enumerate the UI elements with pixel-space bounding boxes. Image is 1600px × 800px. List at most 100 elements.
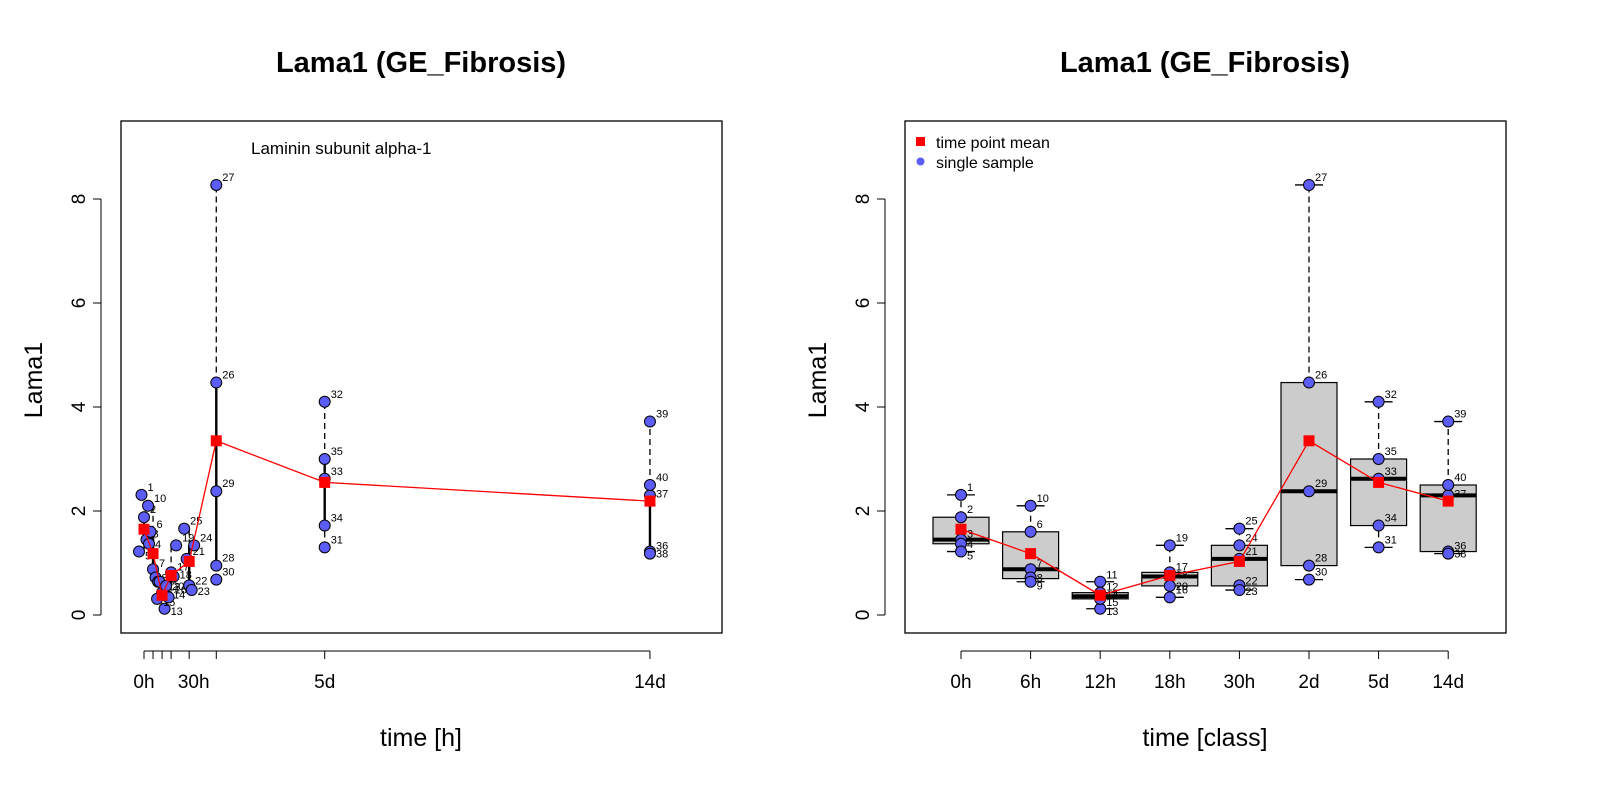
right-x-tick-label: 5d xyxy=(1368,672,1389,693)
left-sample-label: 32 xyxy=(331,389,343,401)
left-sample-label: 27 xyxy=(222,172,234,184)
right-sample-label: 8 xyxy=(1037,573,1043,585)
right-mean-marker xyxy=(955,523,967,535)
left-sample-label: 25 xyxy=(190,516,202,528)
right-x-tick-label: 0h xyxy=(950,672,971,693)
right-sample-label: 19 xyxy=(1176,532,1188,544)
right-sample-point xyxy=(1372,519,1385,532)
left-sample-point xyxy=(210,485,223,498)
right-box xyxy=(1349,458,1408,527)
left-sample-label: 29 xyxy=(222,478,234,490)
right-sample-point xyxy=(1094,575,1107,588)
left-sample-label: 33 xyxy=(331,466,343,478)
right-plot-frame xyxy=(904,120,1507,634)
left-sample-point xyxy=(178,522,191,535)
left-chart-title: Lama1 (GE_Fibrosis) xyxy=(276,47,566,79)
legend-mean-swatch xyxy=(916,137,925,146)
right-sample-point xyxy=(955,488,967,501)
left-mean-marker xyxy=(156,589,168,601)
right-sample-label: 39 xyxy=(1454,409,1466,421)
right-sample-label: 3 xyxy=(967,529,973,541)
right-sample-label: 23 xyxy=(1245,586,1257,598)
right-sample-point xyxy=(1442,415,1455,428)
left-x-tick-label: 14d xyxy=(634,672,666,693)
left-mean-marker xyxy=(165,569,177,581)
left-y-axis-label: Lama1 xyxy=(20,342,48,418)
left-y-tick-label: 4 xyxy=(69,401,90,412)
left-sample-label: 38 xyxy=(656,549,668,561)
right-sample-label: 31 xyxy=(1385,534,1397,546)
left-annotation: Laminin subunit alpha-1 xyxy=(251,139,432,158)
right-y-tick-label: 6 xyxy=(853,298,874,309)
right-sample-label: 11 xyxy=(1106,570,1117,582)
right-x-tick-label: 12h xyxy=(1084,672,1116,693)
right-sample-point xyxy=(1233,522,1246,535)
right-sample-point xyxy=(1303,559,1315,572)
left-y-tick-label: 0 xyxy=(69,610,90,621)
right-sample-label: 29 xyxy=(1315,478,1327,490)
left-sample-point xyxy=(318,519,331,532)
right-x-tick-label: 2d xyxy=(1298,672,1319,693)
right-sample-label: 10 xyxy=(1037,493,1049,505)
left-sample-label: 35 xyxy=(331,446,343,458)
right-mean-marker xyxy=(1373,476,1385,488)
right-sample-point xyxy=(1442,479,1455,491)
legend-sample-swatch xyxy=(916,157,925,166)
right-sample-label: 2 xyxy=(967,504,973,516)
right-sample-label: 36 xyxy=(1454,541,1466,553)
right-sample-point xyxy=(1233,539,1246,552)
right-sample-label: 17 xyxy=(1176,561,1188,573)
right-mean-marker xyxy=(1233,555,1245,567)
right-sample-label: 7 xyxy=(1037,558,1043,570)
right-sample-label: 30 xyxy=(1315,567,1327,579)
left-mean-marker xyxy=(183,555,195,567)
right-sample-point xyxy=(1094,602,1107,615)
right-sample-label: 4 xyxy=(967,539,973,551)
left-sample-label: 22 xyxy=(195,575,207,587)
left-sample-point xyxy=(643,415,656,428)
right-sample-label: 13 xyxy=(1106,606,1118,618)
left-mean-marker xyxy=(319,476,331,488)
right-sample-label: 28 xyxy=(1315,553,1327,565)
left-mean-line xyxy=(143,439,650,598)
right-sample-label: 22 xyxy=(1245,575,1257,587)
left-sample-point xyxy=(318,395,331,408)
left-sample-label: 37 xyxy=(656,488,668,500)
left-sample-point xyxy=(138,511,150,524)
right-sample-point xyxy=(1024,499,1037,512)
left-sample-label: 28 xyxy=(222,553,234,565)
left-x-axis-label: time [h] xyxy=(380,724,462,752)
right-sample-point xyxy=(1233,584,1246,597)
right-sample-label: 32 xyxy=(1385,389,1397,401)
left-sample-point xyxy=(185,584,198,597)
right-y-axis-label: Lama1 xyxy=(804,342,832,418)
right-sample-label: 26 xyxy=(1315,370,1327,382)
right-x-tick-label: 6h xyxy=(1020,672,1041,693)
right-y-tick-label: 8 xyxy=(853,194,874,205)
left-y-tick-label: 8 xyxy=(69,194,90,205)
left-sample-label: 34 xyxy=(331,513,343,525)
left-sample-label: 14 xyxy=(173,589,185,601)
right-mean-line xyxy=(960,439,1449,596)
right-sample-label: 9 xyxy=(1037,581,1043,593)
right-sample-label: 15 xyxy=(1106,597,1118,609)
right-sample-point xyxy=(1024,575,1037,588)
left-sample-label: 6 xyxy=(157,519,163,531)
left-y-tick-label: 2 xyxy=(69,506,90,517)
left-mean-marker xyxy=(138,523,150,535)
left-plot-frame xyxy=(120,120,723,634)
right-sample-label: 33 xyxy=(1385,466,1397,478)
left-sample-point xyxy=(318,453,331,465)
right-sample-label: 38 xyxy=(1454,549,1466,561)
left-sample-label: 40 xyxy=(656,472,668,484)
left-sample-point xyxy=(210,376,223,389)
left-sample-label: 39 xyxy=(656,409,668,421)
left-sample-label: 24 xyxy=(200,532,212,544)
right-sample-label: 16 xyxy=(1176,584,1188,596)
left-x-tick-label: 5d xyxy=(314,672,335,693)
right-sample-point xyxy=(1372,453,1385,465)
right-mean-marker xyxy=(1094,589,1106,601)
right-sample-point xyxy=(1163,539,1176,552)
left-sample-point xyxy=(133,545,145,558)
right-y-tick-label: 0 xyxy=(853,610,874,621)
